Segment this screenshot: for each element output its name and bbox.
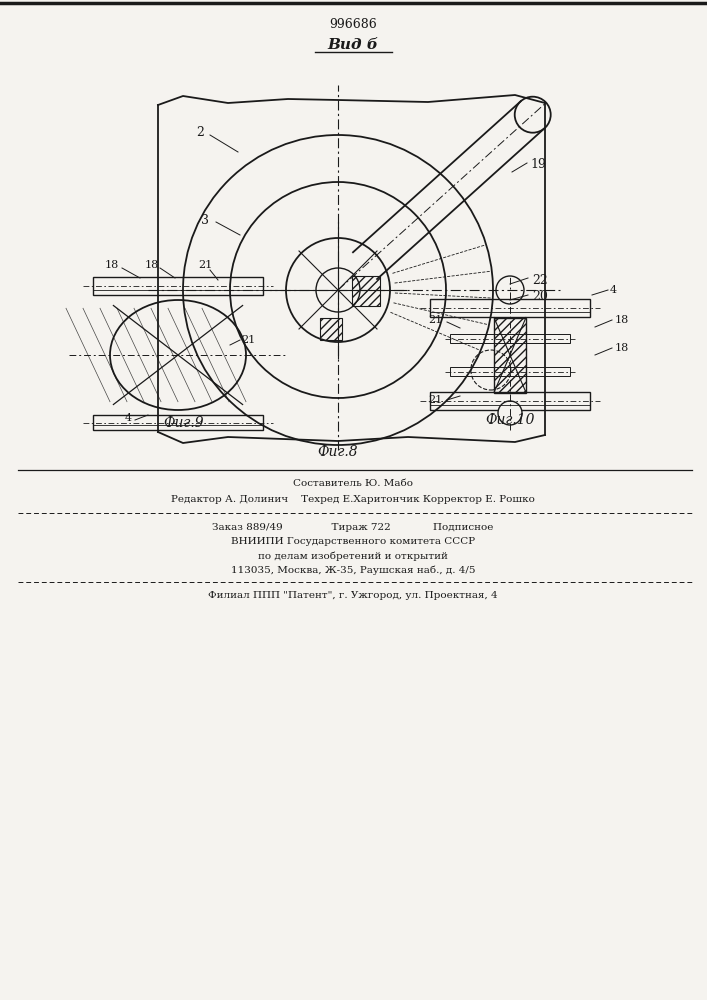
Text: 21: 21 <box>241 335 255 345</box>
Text: Фиг.8: Фиг.8 <box>317 445 358 459</box>
Text: Редактор А. Долинич    Техред Е.Харитончик Корректор Е. Рошко: Редактор А. Долинич Техред Е.Харитончик … <box>171 495 535 504</box>
Text: Заказ 889/49               Тираж 722             Подписное: Заказ 889/49 Тираж 722 Подписное <box>212 522 493 532</box>
Circle shape <box>515 97 551 133</box>
Text: 18: 18 <box>615 315 629 325</box>
Text: 4: 4 <box>124 413 132 423</box>
Text: 18: 18 <box>105 260 119 270</box>
Text: 18: 18 <box>615 343 629 353</box>
Bar <box>93 415 263 430</box>
Text: 18: 18 <box>145 260 159 270</box>
Bar <box>450 334 570 343</box>
Bar <box>430 299 590 317</box>
Text: 21: 21 <box>428 315 442 325</box>
Text: 20: 20 <box>532 290 548 304</box>
Bar <box>93 277 263 295</box>
Text: ВНИИПИ Государственного комитета СССР: ВНИИПИ Государственного комитета СССР <box>231 538 475 546</box>
Text: 2: 2 <box>196 125 204 138</box>
Text: 21: 21 <box>198 260 212 270</box>
Text: 19: 19 <box>530 158 546 172</box>
Bar <box>352 276 380 306</box>
Text: 4: 4 <box>610 285 617 295</box>
Bar <box>494 318 526 392</box>
Text: 22: 22 <box>532 273 548 286</box>
Circle shape <box>496 276 524 304</box>
Circle shape <box>498 401 522 425</box>
Text: 113035, Москва, Ж-35, Раушская наб., д. 4/5: 113035, Москва, Ж-35, Раушская наб., д. … <box>230 565 475 575</box>
Text: 21: 21 <box>428 395 442 405</box>
Bar <box>320 318 342 340</box>
Bar <box>430 392 590 410</box>
Text: Филиал ППП "Патент", г. Ужгород, ул. Проектная, 4: Филиал ППП "Патент", г. Ужгород, ул. Про… <box>208 591 498 600</box>
Text: 3: 3 <box>201 214 209 227</box>
Text: Фиг.10: Фиг.10 <box>485 413 534 427</box>
Bar <box>450 367 570 376</box>
Text: по делам изобретений и открытий: по делам изобретений и открытий <box>258 551 448 561</box>
Text: Фиг.9: Фиг.9 <box>163 416 204 430</box>
Text: Вид б: Вид б <box>327 38 378 52</box>
Text: 996686: 996686 <box>329 18 377 31</box>
Text: Составитель Ю. Мабо: Составитель Ю. Мабо <box>293 480 413 488</box>
